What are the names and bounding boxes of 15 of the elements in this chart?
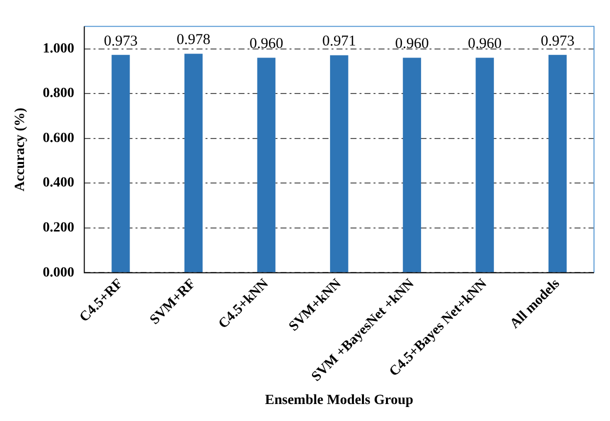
data-label: 0.971 — [322, 34, 356, 50]
y-tick-label: 0.000 — [42, 265, 74, 280]
data-label: 0.973 — [540, 33, 574, 50]
y-tick-label: 1.000 — [42, 41, 74, 56]
data-label: 0.973 — [104, 33, 138, 50]
data-label: 0.978 — [176, 32, 210, 48]
y-tick-label: 0.800 — [42, 86, 74, 102]
y-tick-label: 0.600 — [42, 130, 74, 146]
y-tick-label: 0.400 — [42, 176, 74, 191]
data-label: 0.960 — [249, 36, 284, 52]
data-label: 0.960 — [468, 36, 502, 52]
x-axis-title: Ensemble Models Group — [264, 393, 414, 408]
data-label: 0.960 — [395, 36, 429, 52]
y-axis-title: Accuracy (%) — [13, 107, 28, 192]
y-tick-label: 0.200 — [42, 220, 74, 236]
